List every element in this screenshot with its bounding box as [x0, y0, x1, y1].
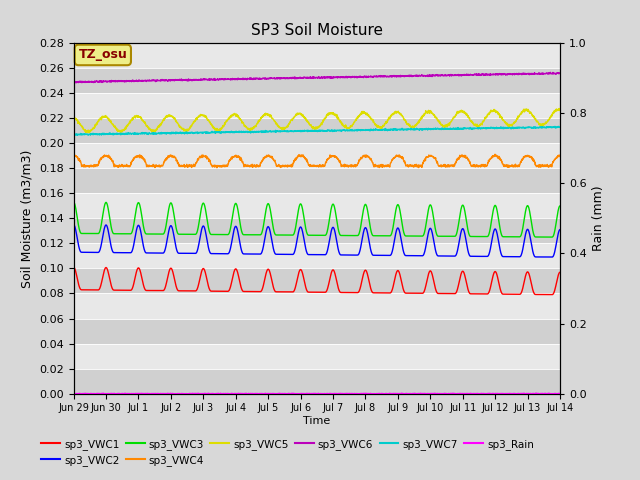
Bar [74, 369, 560, 394]
Bar [74, 118, 560, 144]
Bar [74, 344, 560, 369]
Title: SP3 Soil Moisture: SP3 Soil Moisture [251, 23, 383, 38]
Bar [74, 93, 560, 118]
Bar [74, 218, 560, 243]
Bar [74, 43, 560, 68]
Bar [74, 144, 560, 168]
Bar [74, 243, 560, 268]
X-axis label: Time: Time [303, 416, 330, 426]
Bar [74, 293, 560, 319]
Bar [74, 68, 560, 93]
Bar [74, 268, 560, 293]
Bar [74, 168, 560, 193]
Text: TZ_osu: TZ_osu [79, 48, 127, 61]
Y-axis label: Rain (mm): Rain (mm) [593, 186, 605, 251]
Legend: sp3_VWC1, sp3_VWC2, sp3_VWC3, sp3_VWC4, sp3_VWC5, sp3_VWC6, sp3_VWC7, sp3_Rain: sp3_VWC1, sp3_VWC2, sp3_VWC3, sp3_VWC4, … [37, 434, 538, 470]
Bar [74, 319, 560, 344]
Y-axis label: Soil Moisture (m3/m3): Soil Moisture (m3/m3) [20, 149, 33, 288]
Bar [74, 193, 560, 218]
